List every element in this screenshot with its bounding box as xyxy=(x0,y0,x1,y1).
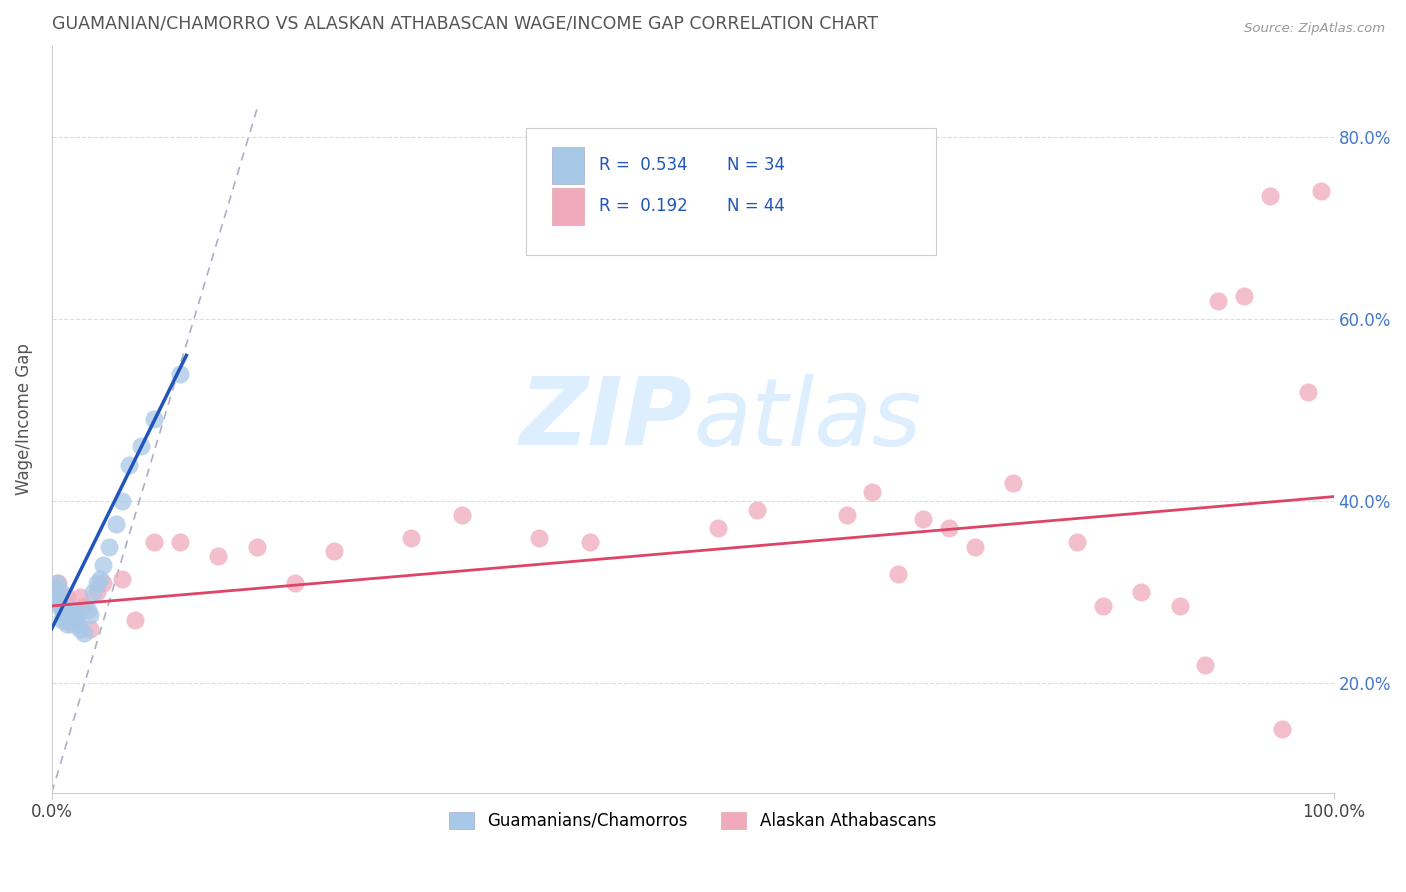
Point xyxy=(1066,535,1088,549)
Point xyxy=(62,603,84,617)
Point xyxy=(69,590,91,604)
Point xyxy=(86,585,108,599)
Point xyxy=(745,503,768,517)
Point xyxy=(51,613,73,627)
Point xyxy=(1002,475,1025,490)
Point xyxy=(527,531,550,545)
Text: N = 34: N = 34 xyxy=(727,156,786,174)
Point xyxy=(69,622,91,636)
Point xyxy=(82,585,104,599)
Point xyxy=(91,558,114,572)
Point xyxy=(938,521,960,535)
Point xyxy=(131,440,153,454)
Point xyxy=(104,516,127,531)
Point xyxy=(55,613,77,627)
Point xyxy=(1258,189,1281,203)
Point xyxy=(111,494,134,508)
Point xyxy=(79,607,101,622)
FancyBboxPatch shape xyxy=(551,146,583,184)
Point xyxy=(399,531,422,545)
Text: R =  0.534: R = 0.534 xyxy=(599,156,688,174)
Legend: Guamanians/Chamorros, Alaskan Athabascans: Guamanians/Chamorros, Alaskan Athabascan… xyxy=(443,805,943,837)
Point xyxy=(73,626,96,640)
Point xyxy=(707,521,730,535)
Text: R =  0.192: R = 0.192 xyxy=(599,197,688,215)
Text: ZIP: ZIP xyxy=(520,373,693,465)
Text: N = 44: N = 44 xyxy=(727,197,785,215)
Point xyxy=(143,412,166,426)
Point xyxy=(1296,384,1319,399)
Point xyxy=(76,603,98,617)
Point xyxy=(86,576,108,591)
Point xyxy=(45,594,67,608)
Point xyxy=(169,535,191,549)
Point xyxy=(1309,185,1331,199)
Point xyxy=(1233,289,1256,303)
Y-axis label: Wage/Income Gap: Wage/Income Gap xyxy=(15,343,32,495)
Point xyxy=(579,535,602,549)
Point xyxy=(887,567,910,582)
Text: Source: ZipAtlas.com: Source: ZipAtlas.com xyxy=(1244,22,1385,36)
FancyBboxPatch shape xyxy=(526,128,936,255)
Point xyxy=(1271,722,1294,736)
Point xyxy=(1130,585,1153,599)
Point xyxy=(79,622,101,636)
Point xyxy=(53,603,76,617)
Point xyxy=(322,544,344,558)
Point xyxy=(98,540,121,554)
Point xyxy=(91,576,114,591)
Point xyxy=(46,590,69,604)
Point xyxy=(111,572,134,586)
Point xyxy=(73,599,96,613)
Point xyxy=(1091,599,1114,613)
Point xyxy=(56,590,79,604)
Point xyxy=(59,617,82,632)
Point xyxy=(1168,599,1191,613)
Point xyxy=(963,540,986,554)
Point xyxy=(835,508,858,522)
Point xyxy=(45,585,67,599)
Point xyxy=(246,540,269,554)
Point xyxy=(63,613,86,627)
Point xyxy=(56,617,79,632)
Text: GUAMANIAN/CHAMORRO VS ALASKAN ATHABASCAN WAGE/INCOME GAP CORRELATION CHART: GUAMANIAN/CHAMORRO VS ALASKAN ATHABASCAN… xyxy=(52,15,877,33)
Point xyxy=(48,599,70,613)
Point xyxy=(65,607,87,622)
Point xyxy=(49,599,72,613)
Point xyxy=(66,617,89,632)
Point xyxy=(52,607,75,622)
Point xyxy=(860,485,883,500)
Point xyxy=(49,585,72,599)
Point xyxy=(451,508,474,522)
Text: atlas: atlas xyxy=(693,374,921,465)
Point xyxy=(207,549,229,563)
Point xyxy=(1194,658,1216,673)
Point xyxy=(89,572,111,586)
Point xyxy=(169,367,191,381)
Point xyxy=(59,607,82,622)
Point xyxy=(143,535,166,549)
Point xyxy=(46,576,69,591)
Point xyxy=(63,613,86,627)
Point xyxy=(45,576,67,591)
Point xyxy=(60,607,83,622)
Point xyxy=(1206,293,1229,308)
Point xyxy=(44,581,66,595)
FancyBboxPatch shape xyxy=(551,187,583,225)
Point xyxy=(124,613,146,627)
Point xyxy=(118,458,141,472)
Point xyxy=(912,512,935,526)
Point xyxy=(52,594,75,608)
Point xyxy=(284,576,307,591)
Point xyxy=(58,613,80,627)
Point xyxy=(59,613,82,627)
